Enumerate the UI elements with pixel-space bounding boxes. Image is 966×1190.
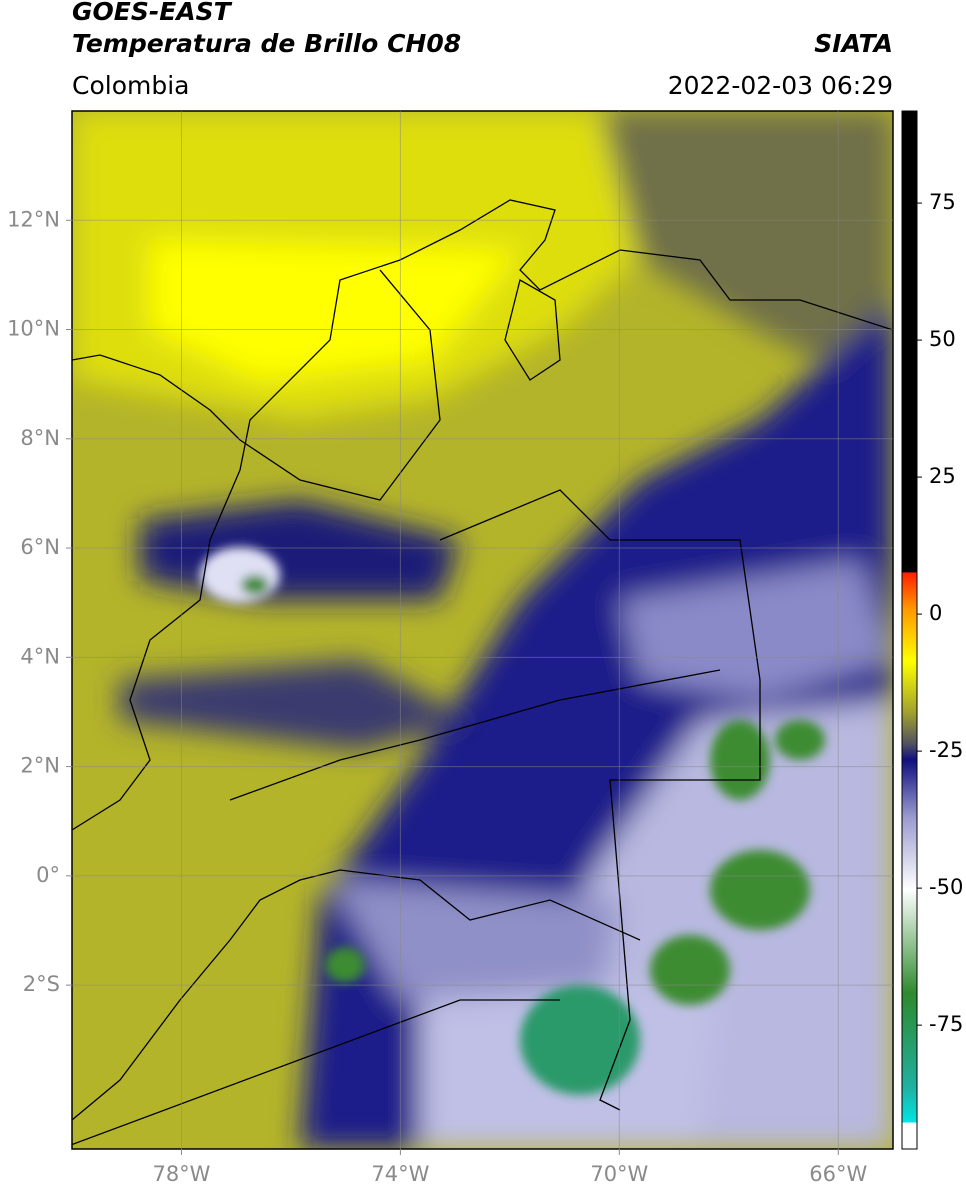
colorbar-label: 75: [929, 190, 956, 214]
y-tick-label: 12°N: [7, 207, 60, 231]
x-tick-label: 74°W: [371, 1162, 429, 1186]
colorbar-label: 50: [929, 327, 956, 351]
y-tick-label: 4°N: [20, 644, 60, 668]
y-tick-label: 0°: [36, 863, 60, 887]
y-tick-label: 10°N: [7, 317, 60, 341]
subtitle: Temperatura de Brillo CH08: [72, 29, 461, 58]
colorbar-label: -25: [929, 738, 963, 762]
satellite-image: [72, 111, 893, 1149]
colorbar-label: 0: [929, 601, 942, 625]
y-tick-label: 8°N: [20, 426, 60, 450]
x-tick-label: 66°W: [809, 1162, 867, 1186]
colorbar-label: 25: [929, 464, 956, 488]
colorbar: [901, 110, 918, 1150]
title: GOES-EAST: [72, 0, 233, 26]
colorbar-label: -50: [929, 875, 963, 899]
y-tick-label: 2°N: [20, 754, 60, 778]
region: Colombia: [72, 71, 189, 100]
x-tick-label: 70°W: [590, 1162, 648, 1186]
colorbar-label: -75: [929, 1012, 963, 1036]
map-frame: [71, 110, 894, 1150]
y-tick-label: 2°S: [23, 972, 60, 996]
datetime: 2022-02-03 06:29: [668, 71, 893, 100]
x-tick-label: 78°W: [152, 1162, 210, 1186]
y-tick-label: 6°N: [20, 535, 60, 559]
source: SIATA: [814, 29, 893, 58]
